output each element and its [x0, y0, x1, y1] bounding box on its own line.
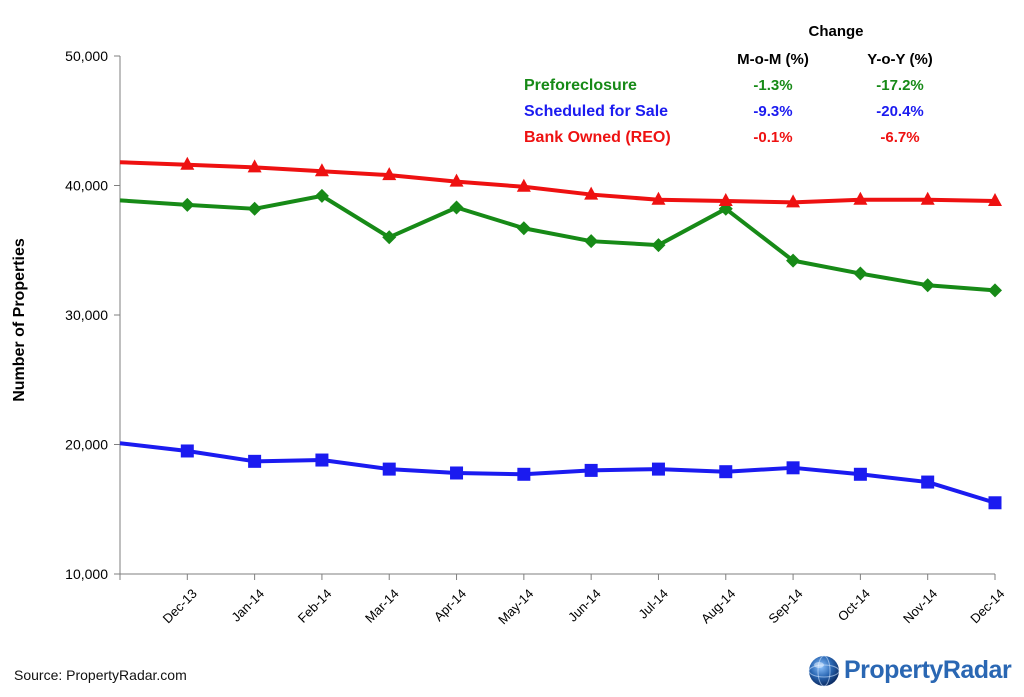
legend-row-mom: -1.3%: [753, 77, 792, 94]
data-point: [180, 156, 195, 170]
x-tick-label: Jun-14: [565, 586, 604, 625]
legend-row-name: Preforeclosure: [524, 77, 637, 94]
legend-row-yoy: -17.2%: [876, 77, 924, 94]
data-point: [920, 191, 935, 205]
propertyradar-logo[interactable]: PropertyRadar: [808, 652, 1018, 692]
series-line: [119, 441, 996, 505]
data-point: [449, 173, 464, 187]
logo-word-property: Property: [844, 656, 943, 684]
x-tick-label: Jul-14: [635, 586, 671, 622]
data-point: [988, 283, 1002, 298]
data-point: [314, 163, 329, 177]
data-point: [382, 167, 397, 181]
x-axis-ticks: Dec-13 Jan-14 Feb-14 Mar-14 Apr-14 May-14 Jun-…: [119, 574, 1008, 627]
data-point: [719, 465, 733, 479]
x-tick-label: Dec-13: [160, 586, 200, 626]
data-point: [651, 191, 666, 205]
legend-row-mom: -9.3%: [753, 103, 792, 120]
data-point: [247, 159, 262, 173]
series-layer: [119, 156, 1002, 510]
source-note: Source: PropertyRadar.com: [14, 667, 187, 683]
data-point: [516, 221, 531, 236]
data-point: [786, 194, 801, 208]
logo-word-radar: Radar: [942, 656, 1012, 684]
legend-row-mom: -0.1%: [753, 129, 792, 146]
data-point: [248, 454, 262, 468]
data-point: [382, 230, 397, 245]
data-point: [584, 234, 599, 249]
x-tick-label: Nov-14: [900, 586, 940, 626]
data-point: [382, 462, 396, 476]
data-point: [180, 444, 194, 458]
data-point: [584, 463, 598, 477]
x-tick-label: Feb-14: [295, 586, 335, 626]
legend-row-name: Bank Owned (REO): [524, 129, 671, 146]
legend-row-yoy: -6.7%: [880, 129, 919, 146]
x-tick-label: Sep-14: [765, 586, 805, 626]
data-point: [651, 462, 665, 476]
series-line: [119, 193, 996, 293]
x-tick-label: Aug-14: [698, 586, 738, 626]
data-point: [921, 475, 935, 489]
data-point: [853, 266, 868, 281]
data-point: [247, 201, 262, 216]
y-tick-label: 30,000: [65, 307, 108, 323]
legend-row-name: Scheduled for Sale: [524, 103, 668, 120]
x-tick-label: Oct-14: [835, 586, 873, 624]
x-tick-label: May-14: [495, 586, 536, 627]
logo-wordmark: PropertyRadar: [844, 656, 1012, 685]
data-point: [450, 466, 464, 480]
data-point: [180, 197, 195, 212]
data-point: [517, 467, 531, 481]
data-point: [853, 467, 867, 481]
y-axis-ticks: 10,000 20,000 30,000 40,000 50,000: [65, 48, 120, 582]
series-line: [119, 160, 996, 205]
data-point: [651, 238, 666, 253]
legend-col-yoy: Y-o-Y (%): [867, 51, 933, 68]
data-point: [314, 188, 329, 203]
x-tick-label: Jan-14: [228, 586, 267, 625]
series-scheduled-for-sale: [119, 441, 1002, 510]
series-preforeclosure: [119, 188, 1002, 298]
y-tick-label: 10,000: [65, 566, 108, 582]
legend-row-yoy: -20.4%: [876, 103, 924, 120]
data-point: [920, 278, 935, 293]
data-point: [315, 453, 329, 467]
data-point: [988, 193, 1002, 207]
y-axis-label: Number of Properties: [11, 238, 28, 402]
legend: Change M-o-M (%) Y-o-Y (%) Preforeclosur…: [524, 23, 933, 146]
globe-icon: [808, 655, 840, 687]
x-tick-label: Mar-14: [362, 586, 402, 626]
data-point: [718, 193, 733, 207]
data-point: [584, 186, 599, 200]
legend-title: Change: [808, 23, 863, 40]
data-point: [786, 461, 800, 475]
legend-col-mom: M-o-M (%): [737, 51, 809, 68]
data-point: [449, 200, 464, 215]
x-tick-label: Apr-14: [431, 586, 469, 624]
data-point: [516, 178, 531, 192]
x-tick-label: Dec-14: [967, 586, 1007, 626]
y-tick-label: 50,000: [65, 48, 108, 64]
data-point: [853, 191, 868, 205]
chart: 10,000 20,000 30,000 40,000 50,000 Dec-13 Jan…: [11, 23, 1008, 627]
data-point: [786, 253, 801, 268]
data-point: [988, 496, 1002, 510]
y-tick-label: 40,000: [65, 178, 108, 194]
series-bank-owned-reo: [119, 156, 1002, 208]
y-tick-label: 20,000: [65, 437, 108, 453]
